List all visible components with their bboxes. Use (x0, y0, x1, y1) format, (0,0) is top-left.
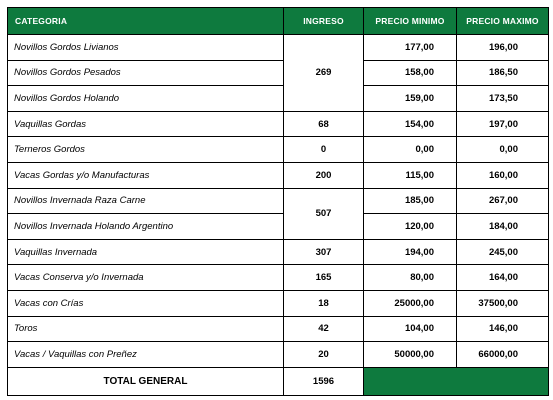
row-precio-maximo: 37500,00 (456, 289, 549, 317)
total-green-block (363, 366, 549, 396)
row-categoria: Vacas / Vaquillas con Preñez (7, 341, 284, 368)
total-label: TOTAL GENERAL (7, 366, 284, 396)
row-categoria: Vaquillas Gordas (7, 110, 284, 138)
row-precio-minimo: 50000,00 (363, 341, 457, 368)
row-ingreso: 507 (283, 187, 364, 240)
row-precio-maximo: 196,00 (456, 34, 549, 61)
table-row: Novillos Gordos Pesados 158,00 186,50 (7, 59, 549, 87)
table-row: Vacas Gordas y/o Manufacturas 200 115,00… (7, 161, 549, 189)
row-ingreso: 0 (283, 136, 364, 163)
row-categoria: Novillos Gordos Holando (7, 85, 284, 112)
row-categoria: Vaquillas Invernada (7, 238, 284, 266)
row-categoria: Novillos Invernada Holando Argentino (7, 213, 284, 240)
row-precio-minimo: 185,00 (363, 187, 457, 215)
table-row: Vacas Conserva y/o Invernada 165 80,00 1… (7, 264, 549, 291)
livestock-price-table: CATEGORIA INGRESO PRECIO MINIMO PRECIO M… (7, 7, 549, 396)
row-categoria: Novillos Invernada Raza Carne (7, 187, 284, 215)
row-ingreso: 307 (283, 238, 364, 266)
row-precio-maximo: 146,00 (456, 315, 549, 343)
table-header-row: CATEGORIA INGRESO PRECIO MINIMO PRECIO M… (7, 7, 549, 35)
row-categoria: Novillos Gordos Livianos (7, 34, 284, 61)
table-row: Novillos Gordos Holando 159,00 173,50 (7, 85, 549, 112)
row-categoria: Vacas Conserva y/o Invernada (7, 264, 284, 291)
row-ingreso: 18 (283, 289, 364, 317)
table-row: Vacas / Vaquillas con Preñez 20 50000,00… (7, 341, 549, 368)
header-precio-maximo: PRECIO MAXIMO (456, 7, 549, 35)
row-precio-maximo: 184,00 (456, 213, 549, 240)
row-precio-maximo: 245,00 (456, 238, 549, 266)
table-row: Vaquillas Gordas 68 154,00 197,00 (7, 110, 549, 138)
row-precio-maximo: 267,00 (456, 187, 549, 215)
row-categoria: Terneros Gordos (7, 136, 284, 163)
row-categoria: Vacas Gordas y/o Manufacturas (7, 161, 284, 189)
row-precio-minimo: 120,00 (363, 213, 457, 240)
row-precio-maximo: 197,00 (456, 110, 549, 138)
row-precio-minimo: 80,00 (363, 264, 457, 291)
row-precio-maximo: 160,00 (456, 161, 549, 189)
row-precio-maximo: 66000,00 (456, 341, 549, 368)
row-precio-minimo: 25000,00 (363, 289, 457, 317)
row-ingreso: 165 (283, 264, 364, 291)
row-precio-minimo: 194,00 (363, 238, 457, 266)
header-precio-minimo: PRECIO MINIMO (363, 7, 457, 35)
table-row: Novillos Invernada Holando Argentino 120… (7, 213, 549, 240)
row-categoria: Vacas con Crías (7, 289, 284, 317)
table-row: Novillos Invernada Raza Carne 507 185,00… (7, 187, 549, 240)
row-precio-maximo: 0,00 (456, 136, 549, 163)
total-value: 1596 (283, 366, 364, 396)
header-ingreso: INGRESO (283, 7, 364, 35)
table-row: Toros 42 104,00 146,00 (7, 315, 549, 343)
row-categoria: Toros (7, 315, 284, 343)
row-ingreso: 42 (283, 315, 364, 343)
row-precio-minimo: 115,00 (363, 161, 457, 189)
row-precio-maximo: 173,50 (456, 85, 549, 112)
row-ingreso: 68 (283, 110, 364, 138)
row-precio-minimo: 0,00 (363, 136, 457, 163)
row-precio-minimo: 159,00 (363, 85, 457, 112)
table-row: Vaquillas Invernada 307 194,00 245,00 (7, 238, 549, 266)
row-ingreso: 20 (283, 341, 364, 368)
row-precio-minimo: 104,00 (363, 315, 457, 343)
row-precio-minimo: 154,00 (363, 110, 457, 138)
row-ingreso: 200 (283, 161, 364, 189)
table-row: Novillos Gordos Livianos 269 177,00 196,… (7, 34, 549, 112)
table-row: Vacas con Crías 18 25000,00 37500,00 (7, 289, 549, 317)
row-precio-minimo: 177,00 (363, 34, 457, 61)
total-row: TOTAL GENERAL 1596 (7, 366, 549, 396)
table-row: Terneros Gordos 0 0,00 0,00 (7, 136, 549, 163)
row-precio-maximo: 164,00 (456, 264, 549, 291)
row-categoria: Novillos Gordos Pesados (7, 59, 284, 87)
row-ingreso: 269 (283, 34, 364, 112)
header-categoria: CATEGORIA (7, 7, 284, 35)
row-precio-minimo: 158,00 (363, 59, 457, 87)
row-precio-maximo: 186,50 (456, 59, 549, 87)
